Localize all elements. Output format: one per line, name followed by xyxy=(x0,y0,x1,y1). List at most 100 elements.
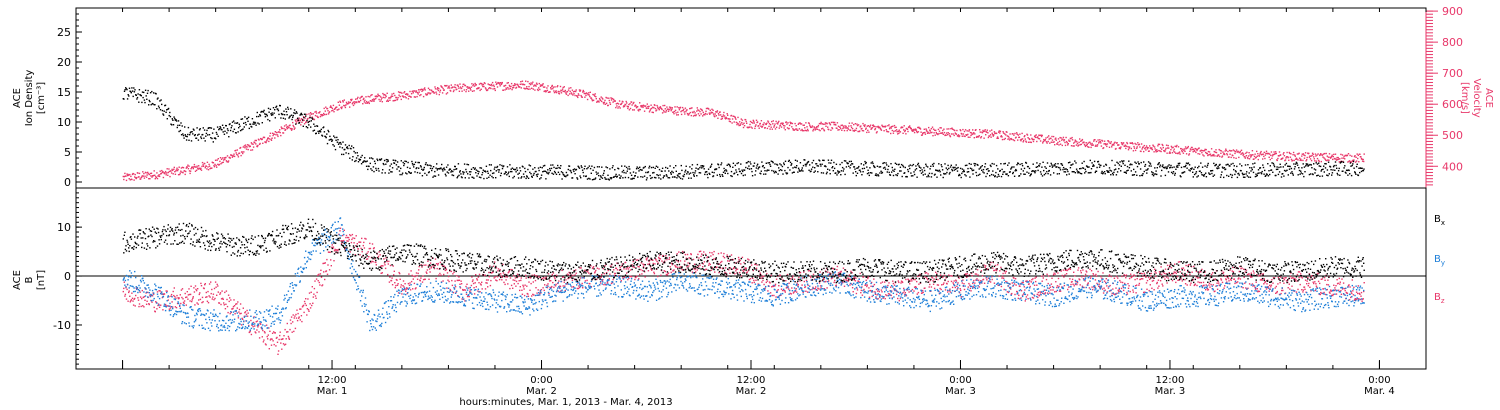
velocity-series-point xyxy=(1030,134,1032,136)
velocity-series-point xyxy=(677,114,679,116)
velocity-series-point xyxy=(351,98,353,101)
velocity-series-point xyxy=(886,130,889,133)
velocity-series-point xyxy=(424,87,426,89)
velocity-series-point xyxy=(627,106,629,108)
series-Bz-point xyxy=(370,261,372,264)
velocity-series-point xyxy=(150,175,152,177)
density-series-point xyxy=(1159,164,1162,166)
velocity-series-point xyxy=(1008,137,1010,139)
velocity-series-point xyxy=(748,126,751,128)
velocity-series-point xyxy=(271,137,273,139)
velocity-series-point xyxy=(224,158,226,161)
velocity-series-point xyxy=(446,84,448,87)
series-Bz-point xyxy=(293,317,295,319)
density-series-point xyxy=(1255,173,1257,175)
density-series-point xyxy=(1267,163,1269,165)
velocity-series-point xyxy=(591,100,594,102)
velocity-series-point xyxy=(398,94,400,96)
series-Bz-point xyxy=(292,321,294,323)
density-series-point xyxy=(284,118,286,120)
series-Bz-point xyxy=(339,227,342,229)
density-series-point xyxy=(356,152,358,154)
velocity-series-point xyxy=(704,112,707,115)
series-Bz-point xyxy=(187,298,189,300)
velocity-series-point xyxy=(445,85,447,87)
density-series-point xyxy=(1297,174,1299,176)
density-series-point xyxy=(1044,172,1047,175)
velocity-series-point xyxy=(572,91,575,93)
velocity-series-point xyxy=(384,94,387,96)
velocity-series-point xyxy=(1118,144,1120,146)
velocity-series-point xyxy=(1110,141,1112,143)
density-series-point xyxy=(1120,170,1122,172)
velocity-series-point xyxy=(219,157,222,159)
velocity-series-point xyxy=(1071,136,1073,139)
velocity-series-point xyxy=(1229,153,1231,155)
velocity-series-point xyxy=(1263,155,1265,158)
density-series-point xyxy=(474,167,476,169)
density-series-point xyxy=(475,169,478,171)
velocity-series-point xyxy=(311,116,313,118)
velocity-series-point xyxy=(243,151,245,153)
velocity-series-point xyxy=(195,166,197,168)
density-series-point xyxy=(377,159,379,162)
density-series-point xyxy=(263,109,265,112)
velocity-series-point xyxy=(844,125,846,127)
density-series-point xyxy=(390,171,392,173)
velocity-series-point xyxy=(839,126,841,128)
velocity-series-point xyxy=(1097,139,1099,141)
density-series-point xyxy=(505,171,507,173)
density-series-point xyxy=(971,169,974,172)
velocity-series-point xyxy=(515,86,518,89)
velocity-series-point xyxy=(1249,154,1251,156)
velocity-series-point xyxy=(1088,146,1090,148)
density-series-point xyxy=(1223,167,1226,169)
density-series-point xyxy=(914,169,916,171)
series-Bz-point xyxy=(205,291,207,294)
velocity-series-point xyxy=(720,114,722,116)
density-series-point xyxy=(1080,173,1083,175)
density-series-point xyxy=(1272,162,1275,165)
velocity-series-point xyxy=(546,87,548,89)
density-series-point xyxy=(934,173,936,175)
density-series-point xyxy=(1053,164,1055,166)
velocity-series-point xyxy=(840,127,842,130)
density-series-point xyxy=(792,167,794,169)
velocity-series-point xyxy=(378,95,381,97)
velocity-series-point xyxy=(378,98,380,101)
velocity-series-point xyxy=(645,105,647,107)
density-series-point xyxy=(1287,165,1289,167)
velocity-series-point xyxy=(713,115,715,117)
velocity-series-point xyxy=(1177,152,1179,155)
velocity-series-point xyxy=(902,132,904,134)
density-series-point xyxy=(1223,176,1225,179)
density-series-point xyxy=(345,152,347,154)
density-series-point xyxy=(606,167,609,169)
density-series-point xyxy=(126,98,129,100)
density-series-point xyxy=(1178,164,1180,166)
velocity-series-point xyxy=(328,111,330,114)
velocity-series-point xyxy=(175,169,178,171)
velocity-series-point xyxy=(564,91,566,93)
velocity-series-point xyxy=(1165,144,1168,146)
density-series-point xyxy=(408,171,410,173)
density-series-point xyxy=(871,161,874,163)
density-series-point xyxy=(206,129,208,132)
density-series-point xyxy=(455,168,458,170)
velocity-series-point xyxy=(659,106,662,108)
density-series-point xyxy=(778,167,780,169)
velocity-series-point xyxy=(804,129,807,132)
top-right-tick-label: 600 xyxy=(1442,98,1463,111)
density-series-point xyxy=(457,163,460,165)
density-series-point xyxy=(355,157,358,159)
velocity-series-point xyxy=(488,84,490,86)
velocity-series-point xyxy=(1103,143,1105,145)
series-Bz-point xyxy=(198,299,200,301)
velocity-series-point xyxy=(443,89,445,91)
density-series-point xyxy=(621,165,623,167)
velocity-series-point xyxy=(1021,132,1023,135)
velocity-series-point xyxy=(1127,149,1130,151)
density-series-point xyxy=(985,168,988,171)
velocity-series-point xyxy=(984,129,986,131)
